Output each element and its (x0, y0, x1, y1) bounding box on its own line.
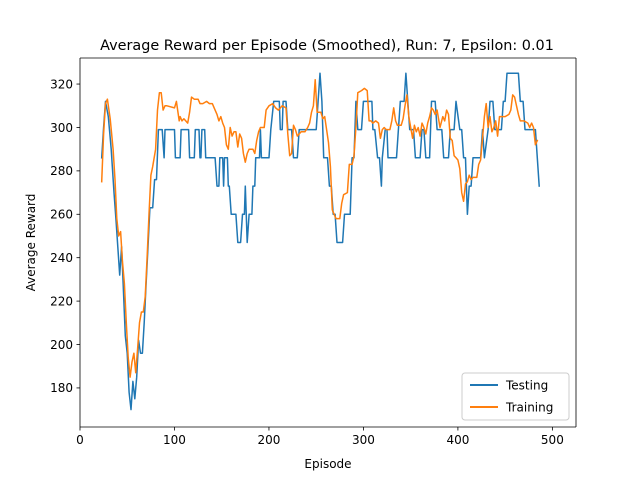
series-line-testing (100, 72, 540, 411)
x-tick-label: 0 (76, 433, 84, 447)
plot-area: 0 100 200 300 400 500 180 200 220 240 260 280 300 32… (50, 57, 577, 447)
y-tick-label: 320 (50, 77, 73, 91)
y-tick-label: 200 (50, 338, 73, 352)
y-tick-label: 220 (50, 294, 73, 308)
legend-label-training: Training (505, 401, 553, 415)
x-tick-label: 400 (446, 433, 469, 447)
x-axis-label: Episode (304, 457, 351, 471)
y-tick-label: 240 (50, 251, 73, 265)
x-tick-label: 300 (352, 433, 375, 447)
x-tick-label: 100 (163, 433, 186, 447)
chart-title: Average Reward per Episode (Smoothed), R… (100, 38, 554, 54)
legend: Testing Training (461, 372, 570, 421)
x-axis-ticks: 0 100 200 300 400 500 (76, 427, 564, 447)
legend-label-testing: Testing (505, 379, 548, 393)
y-tick-label: 300 (50, 121, 73, 135)
y-tick-label: 180 (50, 381, 73, 395)
y-tick-label: 260 (50, 208, 73, 222)
series-layer (100, 72, 540, 411)
axes-spines (79, 57, 577, 428)
y-axis-ticks: 180 200 220 240 260 280 300 320 (50, 77, 80, 395)
series-line-training (100, 78, 539, 378)
x-tick-label: 200 (257, 433, 280, 447)
x-tick-label: 500 (541, 433, 564, 447)
plot-frame (80, 58, 576, 427)
y-axis-label: Average Reward (24, 194, 38, 292)
y-tick-label: 280 (50, 164, 73, 178)
